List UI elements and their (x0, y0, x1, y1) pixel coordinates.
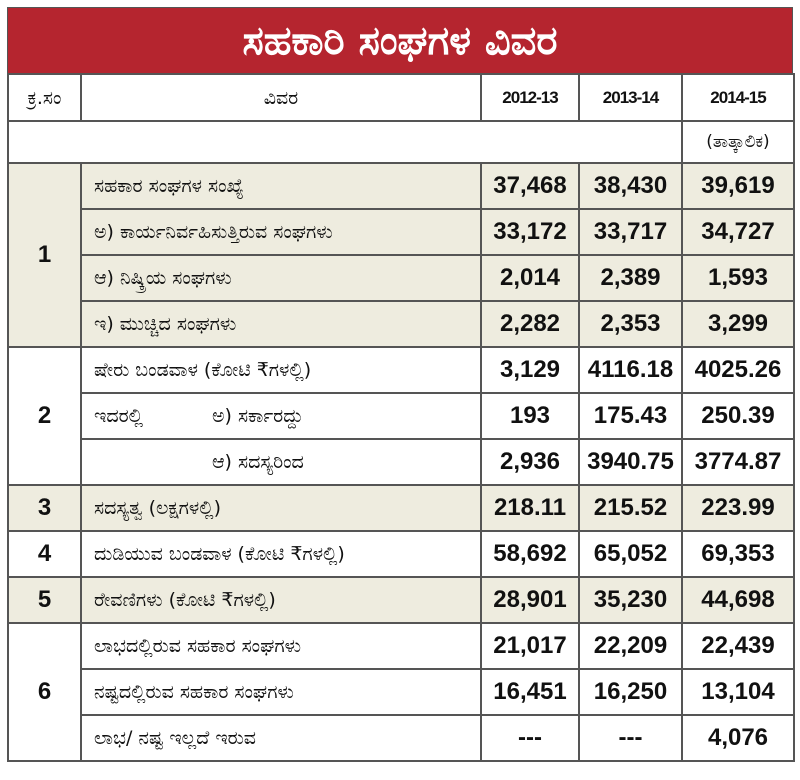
row-label-cell: ನಷ್ಟದಲ್ಲಿರುವ ಸಹಕಾರ ಸಂಘಗಳು (80, 668, 482, 716)
row-label-cell: ಲಾಭ/ ನಷ್ಟ ಇಲ್ಲದೆ ಇರುವ (80, 714, 482, 762)
row-label: ಅ) ಕಾರ್ಯನಿರ್ವಹಿಸುತ್ತಿರುವ ಸಂಘಗಳು (94, 221, 333, 243)
value-cell-2013-14: --- (578, 714, 683, 762)
value-cell-2012-13: 2,936 (480, 438, 580, 486)
value-cell-2012-13: 28,901 (480, 576, 580, 624)
row-label-cell: ಆ) ಸದಸ್ಯರಿಂದ (80, 438, 482, 486)
value-cell-2012-13: 218.11 (480, 484, 580, 532)
table-row: 4 ದುಡಿಯುವ ಬಂಡವಾಳ (ಕೋಟಿ ₹ಗಳಲ್ಲಿ) 58,692 65,0… (7, 530, 795, 578)
row-label-cell: ಇ) ಮುಚ್ಚಿದ ಸಂಘಗಳು (80, 300, 482, 348)
table-row: 3 ಸದಸ್ಯತ್ವ (ಲಕ್ಷಗಳಲ್ಲಿ) 218.11 215.52 223.99 (7, 484, 795, 532)
table-row: 1 ಸಹಕಾರ ಸಂಘಗಳ ಸಂಖ್ಯೆ 37,468 38,430 39,619 (7, 162, 795, 348)
row-label: ಲಾಭದಲ್ಲಿರುವ ಸಹಕಾರ ಸಂಘಗಳು (94, 635, 301, 657)
header-year-2014-15: 2014-15 (681, 73, 795, 122)
subheader-blank (7, 120, 683, 164)
value-cell-2013-14: 16,250 (578, 668, 683, 716)
row-label: ಸಹಕಾರ ಸಂಘಗಳ ಸಂಖ್ಯೆ (94, 175, 244, 197)
value-cell-2013-14: 2,389 (578, 254, 683, 302)
value-cell-2013-14: 65,052 (578, 530, 683, 578)
value-cell-2012-13: 58,692 (480, 530, 580, 578)
value-cell-2012-13: --- (480, 714, 580, 762)
row-label: ಆ) ನಿಷ್ಕ್ರಿಯ ಸಂಘಗಳು (94, 267, 232, 289)
row-label: ಷೇರು ಬಂಡವಾಳ (ಕೋಟಿ ₹ಗಳಲ್ಲಿ) (94, 359, 312, 381)
value-cell-2014-15: 4025.26 (681, 346, 795, 394)
row-label-cell: ಇದರಲ್ಲಿ ಅ) ಸರ್ಕಾರದ್ದು (80, 392, 482, 440)
header-year-2013-14: 2013-14 (578, 73, 683, 122)
serial-number: 5 (7, 576, 82, 624)
row-label: ದುಡಿಯುವ ಬಂಡವಾಳ (ಕೋಟಿ ₹ಗಳಲ್ಲಿ) (94, 543, 345, 565)
subheader-row: (ತಾತ್ಕಾಲಿಕ) (7, 120, 795, 164)
value-cell-2014-15: 22,439 (681, 622, 795, 670)
row-label-cell: ಸಹಕಾರ ಸಂಘಗಳ ಸಂಖ್ಯೆ (80, 162, 482, 210)
header-row: ಕ್ರ.ಸಂ ವಿವರ 2012-13 2013-14 2014-15 (7, 73, 795, 122)
value-cell-2014-15: 1,593 (681, 254, 795, 302)
row-label-cell: ಷೇರು ಬಂಡವಾಳ (ಕೋಟಿ ₹ಗಳಲ್ಲಿ) (80, 346, 482, 394)
table-row: ಲಾಭ/ ನಷ್ಟ ಇಲ್ಲದೆ ಇರುವ --- --- 4,076 (8, 714, 795, 762)
value-cell-2012-13: 33,172 (480, 208, 580, 256)
table-row: 6 ಲಾಭದಲ್ಲಿರುವ ಸಹಕಾರ ಸಂಘಗಳು 21,017 22,209 22,… (7, 622, 795, 762)
row-label: ಆ) ಸದಸ್ಯರಿಂದ (212, 451, 304, 473)
value-cell-2014-15: 34,727 (681, 208, 795, 256)
value-cell-2012-13: 3,129 (480, 346, 580, 394)
table-row: 2 ಷೇರು ಬಂಡವಾಳ (ಕೋಟಿ ₹ಗಳಲ್ಲಿ) 3,129 4116.18 4… (7, 346, 795, 486)
row-label-cell: ಸದಸ್ಯತ್ವ (ಲಕ್ಷಗಳಲ್ಲಿ) (80, 484, 482, 532)
value-cell-2012-13: 2,014 (480, 254, 580, 302)
table-row: ಆ) ಸದಸ್ಯರಿಂದ 2,936 3940.75 3774.87 (8, 438, 795, 486)
serial-number: 4 (7, 530, 82, 578)
row-label: ನಷ್ಟದಲ್ಲಿರುವ ಸಹಕಾರ ಸಂಘಗಳು (94, 681, 294, 703)
header-details: ವಿವರ (80, 73, 482, 122)
row-label-prefix: ಇದರಲ್ಲಿ (94, 405, 144, 427)
value-cell-2014-15: 250.39 (681, 392, 795, 440)
value-cell-2012-13: 16,451 (480, 668, 580, 716)
row-label-cell: ಲಾಭದಲ್ಲಿರುವ ಸಹಕಾರ ಸಂಘಗಳು (80, 622, 482, 670)
value-cell-2013-14: 4116.18 (578, 346, 683, 394)
value-cell-2012-13: 2,282 (480, 300, 580, 348)
row-label: ಇ) ಮುಚ್ಚಿದ ಸಂಘಗಳು (94, 313, 237, 335)
row-label: ಅ) ಸರ್ಕಾರದ್ದು (212, 405, 304, 427)
value-cell-2014-15: 223.99 (681, 484, 795, 532)
row-label-cell: ಅ) ಕಾರ್ಯನಿರ್ವಹಿಸುತ್ತಿರುವ ಸಂಘಗಳು (80, 208, 482, 256)
row-label: ರೇವಣಿಗಳು (ಕೋಟಿ ₹ಗಳಲ್ಲಿ) (94, 589, 276, 611)
value-cell-2014-15: 39,619 (681, 162, 795, 210)
serial-number: 1 (7, 162, 82, 348)
value-cell-2012-13: 21,017 (480, 622, 580, 670)
value-cell-2014-15: 4,076 (681, 714, 795, 762)
value-cell-2013-14: 22,209 (578, 622, 683, 670)
table-title: ಸಹಕಾರಿ ಸಂಘಗಳ ವಿವರ (7, 7, 793, 73)
table-row: ಆ) ನಿಷ್ಕ್ರಿಯ ಸಂಘಗಳು 2,014 2,389 1,593 (8, 254, 795, 302)
value-cell-2014-15: 3,299 (681, 300, 795, 348)
value-cell-2013-14: 2,353 (578, 300, 683, 348)
table-row: ಇ) ಮುಚ್ಚಿದ ಸಂಘಗಳು 2,282 2,353 3,299 (8, 300, 795, 348)
row-label: ಸದಸ್ಯತ್ವ (ಲಕ್ಷಗಳಲ್ಲಿ) (94, 497, 221, 519)
table-row: ಅ) ಕಾರ್ಯನಿರ್ವಹಿಸುತ್ತಿರುವ ಸಂಘಗಳು 33,172 33,… (8, 208, 795, 256)
value-cell-2012-13: 37,468 (480, 162, 580, 210)
row-label-cell: ಆ) ನಿಷ್ಕ್ರಿಯ ಸಂಘಗಳು (80, 254, 482, 302)
header-year-2012-13: 2012-13 (480, 73, 580, 122)
value-cell-2014-15: 13,104 (681, 668, 795, 716)
row-label: ಲಾಭ/ ನಷ್ಟ ಇಲ್ಲದೆ ಇರುವ (94, 727, 256, 749)
value-cell-2013-14: 215.52 (578, 484, 683, 532)
table-row: ನಷ್ಟದಲ್ಲಿರುವ ಸಹಕಾರ ಸಂಘಗಳು 16,451 16,250 13,… (8, 668, 795, 716)
value-cell-2014-15: 3774.87 (681, 438, 795, 486)
serial-number: 6 (7, 622, 82, 762)
cooperative-societies-table: ಕ್ರ.ಸಂ ವಿವರ 2012-13 2013-14 2014-15 (ತಾತ… (7, 73, 795, 762)
value-cell-2012-13: 193 (480, 392, 580, 440)
serial-number: 2 (7, 346, 82, 486)
value-cell-2013-14: 35,230 (578, 576, 683, 624)
cooperative-societies-table-panel: ಸಹಕಾರಿ ಸಂಘಗಳ ವಿವರ ಕ್ರ.ಸಂ ವಿವರ 2012-13 20… (7, 7, 795, 762)
serial-number: 3 (7, 484, 82, 532)
value-cell-2013-14: 175.43 (578, 392, 683, 440)
value-cell-2014-15: 44,698 (681, 576, 795, 624)
value-cell-2013-14: 3940.75 (578, 438, 683, 486)
value-cell-2013-14: 38,430 (578, 162, 683, 210)
header-sl-no: ಕ್ರ.ಸಂ (7, 73, 82, 122)
row-label-cell: ರೇವಣಿಗಳು (ಕೋಟಿ ₹ಗಳಲ್ಲಿ) (80, 576, 482, 624)
table-row: 5 ರೇವಣಿಗಳು (ಕೋಟಿ ₹ಗಳಲ್ಲಿ) 28,901 35,230 44,6… (7, 576, 795, 624)
value-cell-2014-15: 69,353 (681, 530, 795, 578)
provisional-note: (ತಾತ್ಕಾಲಿಕ) (681, 120, 795, 164)
row-label-cell: ದುಡಿಯುವ ಬಂಡವಾಳ (ಕೋಟಿ ₹ಗಳಲ್ಲಿ) (80, 530, 482, 578)
table-row: ಇದರಲ್ಲಿ ಅ) ಸರ್ಕಾರದ್ದು 193 175.43 250.39 (8, 392, 795, 440)
value-cell-2013-14: 33,717 (578, 208, 683, 256)
